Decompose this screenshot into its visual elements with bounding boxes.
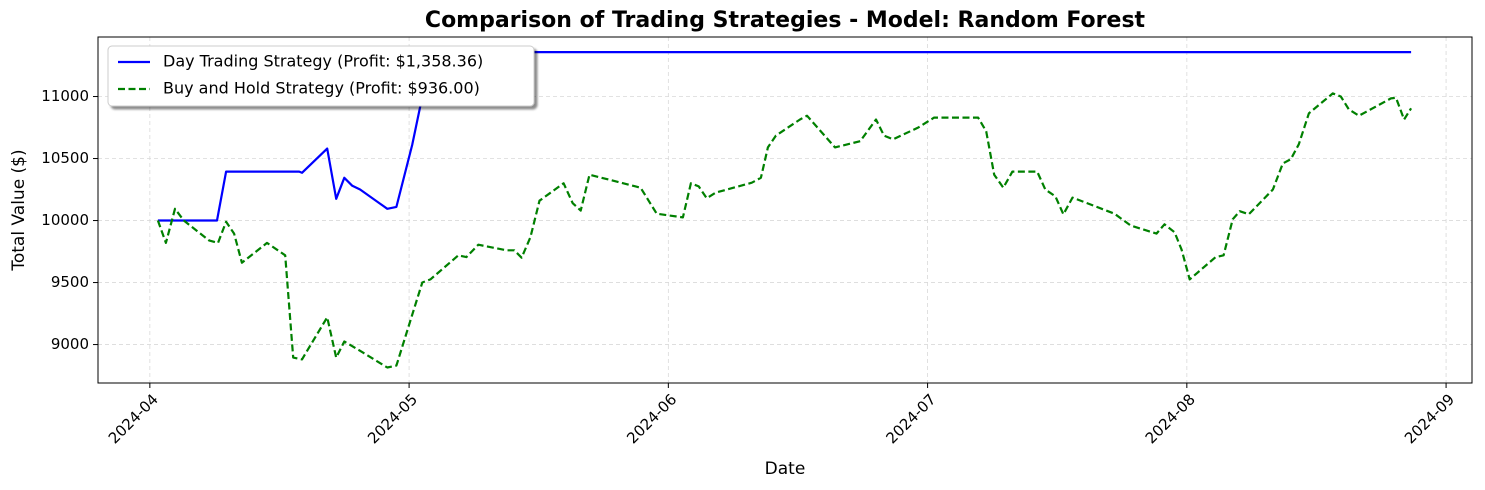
y-tick-label: 10500 — [41, 149, 89, 167]
x-tick-label: 2024-09 — [1401, 390, 1458, 447]
series-line — [157, 51, 1412, 222]
legend-box — [107, 45, 535, 107]
x-axis-label: Date — [765, 459, 806, 479]
legend-label: Day Trading Strategy (Profit: $1,358.36) — [163, 52, 483, 71]
x-tick-label: 2024-06 — [623, 390, 680, 447]
plot-frame — [97, 36, 1473, 384]
series-line — [156, 92, 1413, 369]
x-tick-label: 2024-05 — [364, 390, 421, 447]
legend-label: Buy and Hold Strategy (Profit: $936.00) — [163, 79, 480, 98]
chart-title: Comparison of Trading Strategies - Model… — [425, 8, 1146, 33]
y-tick-label: 11000 — [41, 87, 89, 105]
x-tick-label: 2024-04 — [105, 390, 162, 447]
y-tick-label: 9500 — [51, 273, 89, 291]
x-tick-label: 2024-07 — [883, 390, 940, 447]
x-tick-label: 2024-08 — [1142, 390, 1199, 447]
y-tick-label: 10000 — [41, 211, 89, 229]
y-axis-label: Total Value ($) — [9, 149, 29, 271]
legend: Day Trading Strategy (Profit: $1,358.36)… — [107, 45, 535, 107]
y-tick-label: 9000 — [51, 335, 89, 353]
